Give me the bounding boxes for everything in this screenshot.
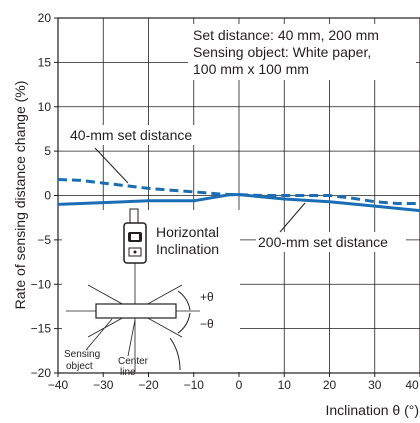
sensor-lens-inner xyxy=(131,234,139,240)
x-tick-label: 30 xyxy=(368,378,382,392)
x-tick-label: 40 xyxy=(405,378,419,392)
plus-theta-arc xyxy=(177,290,191,311)
inset-title-line-2: Inclination xyxy=(156,241,219,257)
y-tick-labels: −20 −15 −10 −5 0 5 10 15 20 xyxy=(31,11,52,380)
inset-illustration: +θ −θ Horizontal Inclination Sensing obj… xyxy=(62,208,240,378)
inset-title-line-1: Horizontal xyxy=(156,224,219,240)
x-tick-label: −40 xyxy=(48,378,69,392)
y-tick-label: 10 xyxy=(38,100,52,114)
x-tick-label: −30 xyxy=(93,378,114,392)
x-tick-label: 10 xyxy=(278,378,292,392)
sensor-cable xyxy=(129,208,139,224)
annotation-40mm: 40-mm set distance xyxy=(70,127,192,143)
annotation-200mm: 200-mm set distance xyxy=(258,234,388,250)
x-axis-label: Inclination θ (°) xyxy=(325,402,419,418)
y-tick-label: −10 xyxy=(31,277,52,291)
large-theta-arc xyxy=(169,337,181,371)
y-axis-label: Rate of sensing distance change (%) xyxy=(12,81,28,310)
x-tick-label: 0 xyxy=(236,378,243,392)
note-background xyxy=(188,24,416,80)
sensing-object-label-1: Sensing xyxy=(64,349,100,360)
sensing-object xyxy=(95,303,177,319)
note-line-3: 100 mm x 100 mm xyxy=(193,61,309,77)
note-line-2: Sensing object: White paper, xyxy=(193,44,371,60)
minus-theta-arc xyxy=(177,312,191,334)
minus-theta-label: −θ xyxy=(200,317,214,331)
x-tick-labels: −40 −30 −20 −10 0 10 20 30 40 xyxy=(48,378,419,392)
sensor-indicator xyxy=(128,247,142,257)
series-layer xyxy=(57,178,420,213)
x-tick-label: −10 xyxy=(184,378,205,392)
annotation-200mm-leader xyxy=(279,202,306,233)
y-tick-label: −20 xyxy=(31,366,52,380)
y-tick-label: 5 xyxy=(44,144,51,158)
plus-theta-label: +θ xyxy=(200,290,214,304)
y-tick-label: 0 xyxy=(44,189,51,203)
center-line-label-2: line xyxy=(120,367,136,378)
y-tick-label: 20 xyxy=(38,11,52,25)
sensor-body xyxy=(123,222,147,264)
y-tick-label: 15 xyxy=(38,55,52,69)
y-tick-label: −5 xyxy=(37,233,51,247)
sensor-dot xyxy=(133,250,137,254)
inset-title-background xyxy=(152,222,234,258)
annotation-200-background xyxy=(256,232,406,252)
annotation-40mm-leader xyxy=(94,147,129,184)
x-tick-label: 20 xyxy=(323,378,337,392)
annotation-40-background xyxy=(66,125,210,145)
center-line-leader xyxy=(127,319,136,357)
center-line-label-1: Center xyxy=(118,356,149,367)
y-tick-label: −15 xyxy=(31,322,52,336)
x-tick-label: −20 xyxy=(138,378,159,392)
series-40mm-line xyxy=(57,178,420,205)
sensing-object-leader xyxy=(85,318,113,351)
series-200mm-line xyxy=(57,193,420,213)
note-line-1: Set distance: 40 mm, 200 mm xyxy=(193,27,379,43)
sensing-object-label-2: object xyxy=(66,361,93,372)
